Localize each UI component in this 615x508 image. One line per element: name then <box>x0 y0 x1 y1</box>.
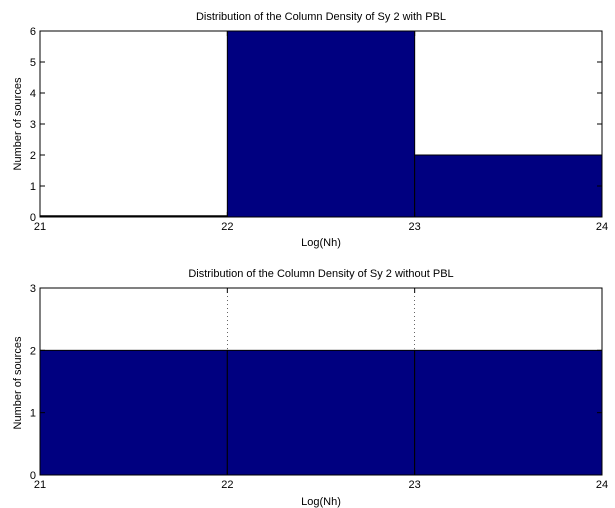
x-tick-label: 23 <box>409 221 421 233</box>
y-tick-label: 0 <box>30 470 36 482</box>
y-tick-label: 3 <box>30 283 36 295</box>
x-tick-label: 23 <box>409 479 421 491</box>
y-tick-label: 0 <box>30 212 36 224</box>
y-tick-label: 2 <box>30 150 36 162</box>
histogram-bar <box>226 349 416 476</box>
x-tick-label: 21 <box>34 479 46 491</box>
chart-title: Distribution of the Column Density of Sy… <box>188 268 453 280</box>
histogram-bar <box>414 349 603 476</box>
y-tick-label: 6 <box>30 26 36 38</box>
y-tick-label: 1 <box>30 181 36 193</box>
histogram-bar <box>414 154 603 218</box>
chart-title: Distribution of the Column Density of Sy… <box>196 11 446 23</box>
y-tick-label: 3 <box>30 119 36 131</box>
x-tick-label: 24 <box>596 479 608 491</box>
x-tick-label: 21 <box>34 221 46 233</box>
y-tick-label: 5 <box>30 57 36 69</box>
chart-with-pbl: Distribution of the Column Density of Sy… <box>12 11 608 249</box>
y-tick-label: 1 <box>30 408 36 420</box>
axes-frame <box>39 287 603 476</box>
x-tick-label: 22 <box>221 221 233 233</box>
histogram-bar <box>39 349 228 476</box>
y-axis-label: Number of sources <box>12 77 24 170</box>
x-tick-label: 22 <box>221 479 233 491</box>
y-axis-label: Number of sources <box>12 336 24 429</box>
x-axis-label: Log(Nh) <box>301 496 341 508</box>
x-tick-label: 24 <box>596 221 608 233</box>
y-tick-label: 2 <box>30 345 36 357</box>
histogram-bar <box>226 30 416 218</box>
x-axis-label: Log(Nh) <box>301 237 341 249</box>
chart-without-pbl: Distribution of the Column Density of Sy… <box>12 268 608 508</box>
y-tick-label: 4 <box>30 88 36 100</box>
